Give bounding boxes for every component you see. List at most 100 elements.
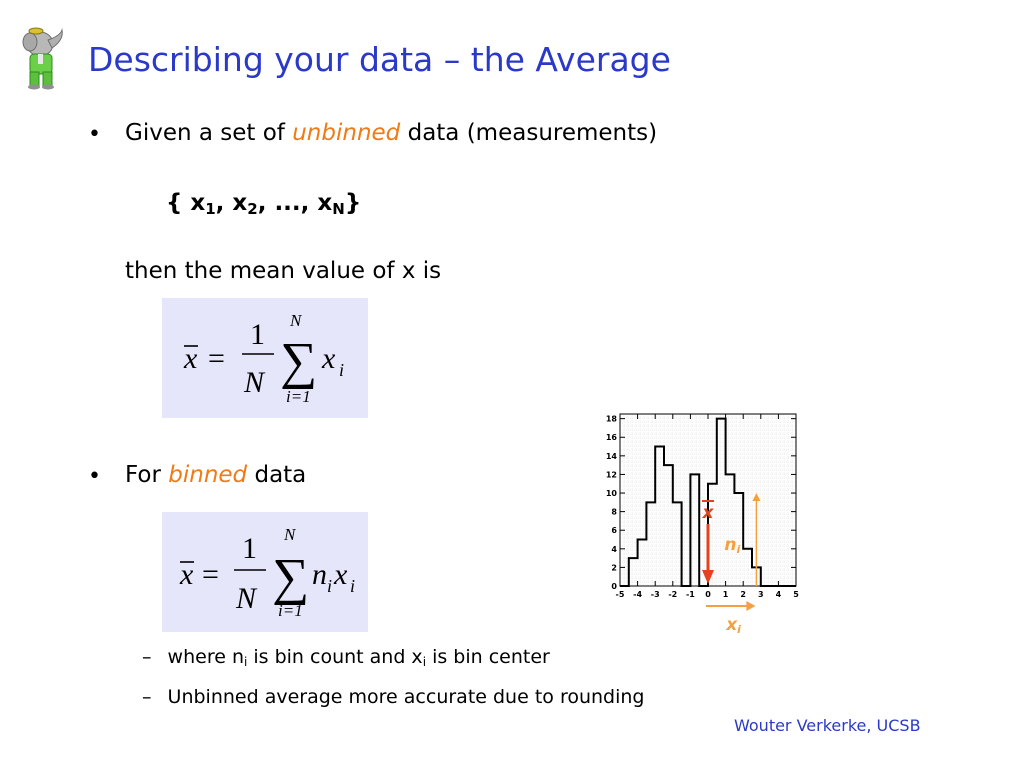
equals-sign: =: [208, 342, 225, 375]
mean-arrow-head: [702, 570, 714, 584]
sum-lower-limit: i=1: [278, 601, 303, 620]
term-n: n: [312, 558, 327, 591]
bin-center-label: xi: [725, 615, 741, 636]
fraction-denominator: N: [235, 582, 258, 615]
sub-bullet-text-a: where n: [167, 646, 244, 668]
x-tick-label: -4: [633, 590, 642, 599]
set-sub-N: N: [332, 200, 345, 218]
slide-title: Describing your data – the Average: [88, 40, 671, 79]
y-tick-label: 14: [606, 452, 618, 461]
formula-unbinned-graphic: x = 1 N N ∑ i=1 x i: [183, 311, 344, 406]
bullet-text: For binned data: [125, 462, 306, 488]
x-tick-label: 3: [758, 590, 764, 599]
x-tick-label: -1: [686, 590, 695, 599]
set-close-brace: }: [344, 190, 362, 216]
mean-intro-text: then the mean value of x is: [125, 258, 442, 284]
histogram-bin: [726, 474, 735, 586]
term-x: x: [333, 558, 348, 591]
x-tick-label: 4: [776, 590, 782, 599]
histogram-bin: [690, 474, 699, 586]
histogram-bin: [646, 502, 655, 586]
x-tick-label: 0: [705, 590, 711, 599]
set-sub-2: 2: [247, 200, 258, 218]
bullet-suffix: data: [247, 462, 307, 488]
formula-binned: x = 1 N N ∑ i=1 n i x i: [162, 512, 368, 632]
histogram-bin: [655, 447, 664, 586]
sub-bullet-text-c: is bin center: [426, 646, 550, 668]
bullet-prefix: For: [125, 462, 169, 488]
histogram-bin: [638, 540, 647, 586]
set-x2: x: [232, 190, 248, 216]
formula-unbinned: x = 1 N N ∑ i=1 x i: [162, 298, 368, 418]
emphasis-unbinned: unbinned: [292, 120, 401, 146]
histogram-bin: [743, 549, 752, 586]
bin-count-label: ni: [724, 535, 740, 556]
sub-bullet-marker: –: [142, 646, 152, 668]
y-tick-label: 10: [606, 489, 618, 498]
measurement-set: { x1, x2, ..., xN}: [166, 190, 361, 218]
x-tick-label: 1: [723, 590, 729, 599]
bullet-text: Given a set of unbinned data (measuremen…: [125, 120, 657, 146]
sum-lower-limit: i=1: [286, 387, 311, 406]
sub-bullet-text-b: is bin count and x: [247, 646, 423, 668]
author-credit: Wouter Verkerke, UCSB: [734, 716, 921, 735]
y-tick-label: 0: [611, 582, 617, 591]
xbar-symbol: x: [179, 558, 194, 591]
sub-bullet-accuracy: – Unbinned average more accurate due to …: [142, 686, 645, 708]
bin-center-arrow-head: [746, 601, 756, 611]
fraction-numerator: 1: [242, 532, 257, 565]
set-sep-1: ,: [215, 190, 233, 216]
histogram-bin: [629, 558, 638, 586]
sub-bullet-text: Unbinned average more accurate due to ro…: [167, 686, 645, 708]
term-x-sub: i: [350, 576, 355, 596]
y-tick-label: 8: [611, 508, 617, 517]
x-tick-label: -3: [651, 590, 660, 599]
formula-binned-graphic: x = 1 N N ∑ i=1 n i x i: [179, 525, 355, 620]
histogram-bin: [664, 465, 673, 586]
emphasis-binned: binned: [168, 462, 248, 488]
set-ellipsis: , ...,: [257, 190, 318, 216]
sum-symbol: ∑: [272, 549, 309, 606]
set-sub-1: 1: [205, 200, 216, 218]
term-n-sub: i: [327, 576, 332, 596]
histogram-step-outline: [620, 417, 796, 587]
x-tick-label: 5: [793, 590, 799, 599]
xbar-symbol: x: [183, 342, 198, 375]
y-tick-label: 18: [606, 415, 618, 424]
set-xN: x: [317, 190, 333, 216]
sub-bullet-marker: –: [142, 686, 152, 708]
equals-sign: =: [202, 558, 219, 591]
bullet-marker: •: [88, 464, 101, 489]
y-tick-label: 6: [611, 526, 617, 535]
set-open-brace: {: [166, 190, 191, 216]
histogram-bins: [629, 419, 761, 586]
histogram-bin: [717, 419, 726, 586]
y-tick-label: 4: [611, 545, 617, 554]
elephant-logo: [22, 27, 63, 90]
y-tick-label: 16: [606, 433, 618, 442]
term-x: x: [321, 342, 336, 375]
bullet-prefix: Given a set of: [125, 120, 293, 146]
bullet-marker: •: [88, 122, 101, 147]
sub-bullet-bin-definition: – where ni is bin count and xi is bin ce…: [142, 646, 550, 669]
x-tick-label: -5: [616, 590, 625, 599]
sub-bullet-sub-a: i: [243, 655, 248, 669]
x-tick-label: -2: [668, 590, 677, 599]
bin-count-arrow-head: [752, 493, 761, 502]
set-x1: x: [190, 190, 206, 216]
term-x-sub: i: [339, 360, 344, 380]
sum-upper-limit: N: [289, 311, 303, 330]
x-tick-label: 2: [740, 590, 746, 599]
mean-label: x: [702, 503, 715, 523]
sum-symbol: ∑: [280, 333, 317, 390]
sum-upper-limit: N: [283, 525, 297, 544]
y-tick-label: 2: [611, 563, 617, 572]
sub-bullet-sub-b: i: [422, 655, 427, 669]
fraction-denominator: N: [243, 366, 266, 399]
fraction-numerator: 1: [250, 318, 265, 351]
histogram-bin: [673, 502, 682, 586]
y-tick-label: 12: [606, 470, 617, 479]
bullet-suffix: data (measurements): [400, 120, 658, 146]
